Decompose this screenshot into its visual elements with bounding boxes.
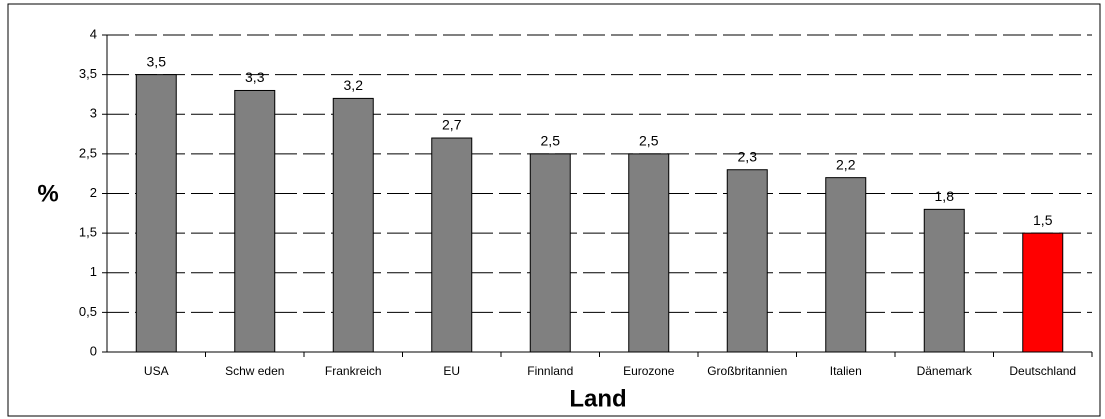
- x-tick-label: EU: [443, 364, 460, 378]
- x-tick-label: USA: [144, 364, 169, 378]
- bar: [431, 137, 473, 353]
- bar: [825, 177, 867, 353]
- bar: [332, 97, 374, 353]
- bar: [726, 169, 768, 353]
- data-label: 3,5: [147, 53, 167, 69]
- y-tick-label: 2,5: [79, 145, 97, 160]
- y-axis-label: %: [37, 180, 58, 207]
- data-label: 2,2: [836, 156, 856, 172]
- bar: [135, 74, 177, 353]
- bar: [529, 153, 571, 353]
- y-tick-label: 3,5: [79, 66, 97, 81]
- x-tick-label: Italien: [830, 364, 862, 378]
- chart-frame: [7, 3, 1101, 417]
- data-label: 3,2: [344, 77, 364, 93]
- x-tick-label: Finnland: [527, 364, 573, 378]
- bar: [234, 89, 276, 353]
- x-tick-label: Schw eden: [225, 364, 284, 378]
- bar: [923, 208, 965, 353]
- data-label: 1,5: [1033, 212, 1053, 228]
- data-label: 2,5: [541, 133, 561, 149]
- data-label: 2,7: [442, 117, 462, 133]
- bar: [628, 153, 670, 353]
- x-tick-label: Eurozone: [623, 364, 675, 378]
- bar: [1022, 232, 1064, 353]
- x-tick-label: Großbritannien: [707, 364, 787, 378]
- data-label: 1,8: [935, 188, 955, 204]
- y-tick-label: 3: [90, 106, 97, 121]
- y-tick-label: 2: [90, 185, 97, 200]
- data-label: 2,5: [639, 133, 659, 149]
- y-tick-label: 1: [90, 264, 97, 279]
- y-tick-label: 0,5: [79, 304, 97, 319]
- y-tick-label: 0: [90, 343, 97, 358]
- data-label: 3,3: [245, 69, 265, 85]
- data-label: 2,3: [738, 148, 758, 164]
- y-tick-label: 4: [90, 26, 97, 41]
- y-tick-label: 1,5: [79, 225, 97, 240]
- x-tick-label: Deutschland: [1009, 364, 1076, 378]
- x-tick-label: Frankreich: [325, 364, 382, 378]
- x-tick-label: Dänemark: [917, 364, 973, 378]
- x-axis-label: Land: [569, 385, 626, 412]
